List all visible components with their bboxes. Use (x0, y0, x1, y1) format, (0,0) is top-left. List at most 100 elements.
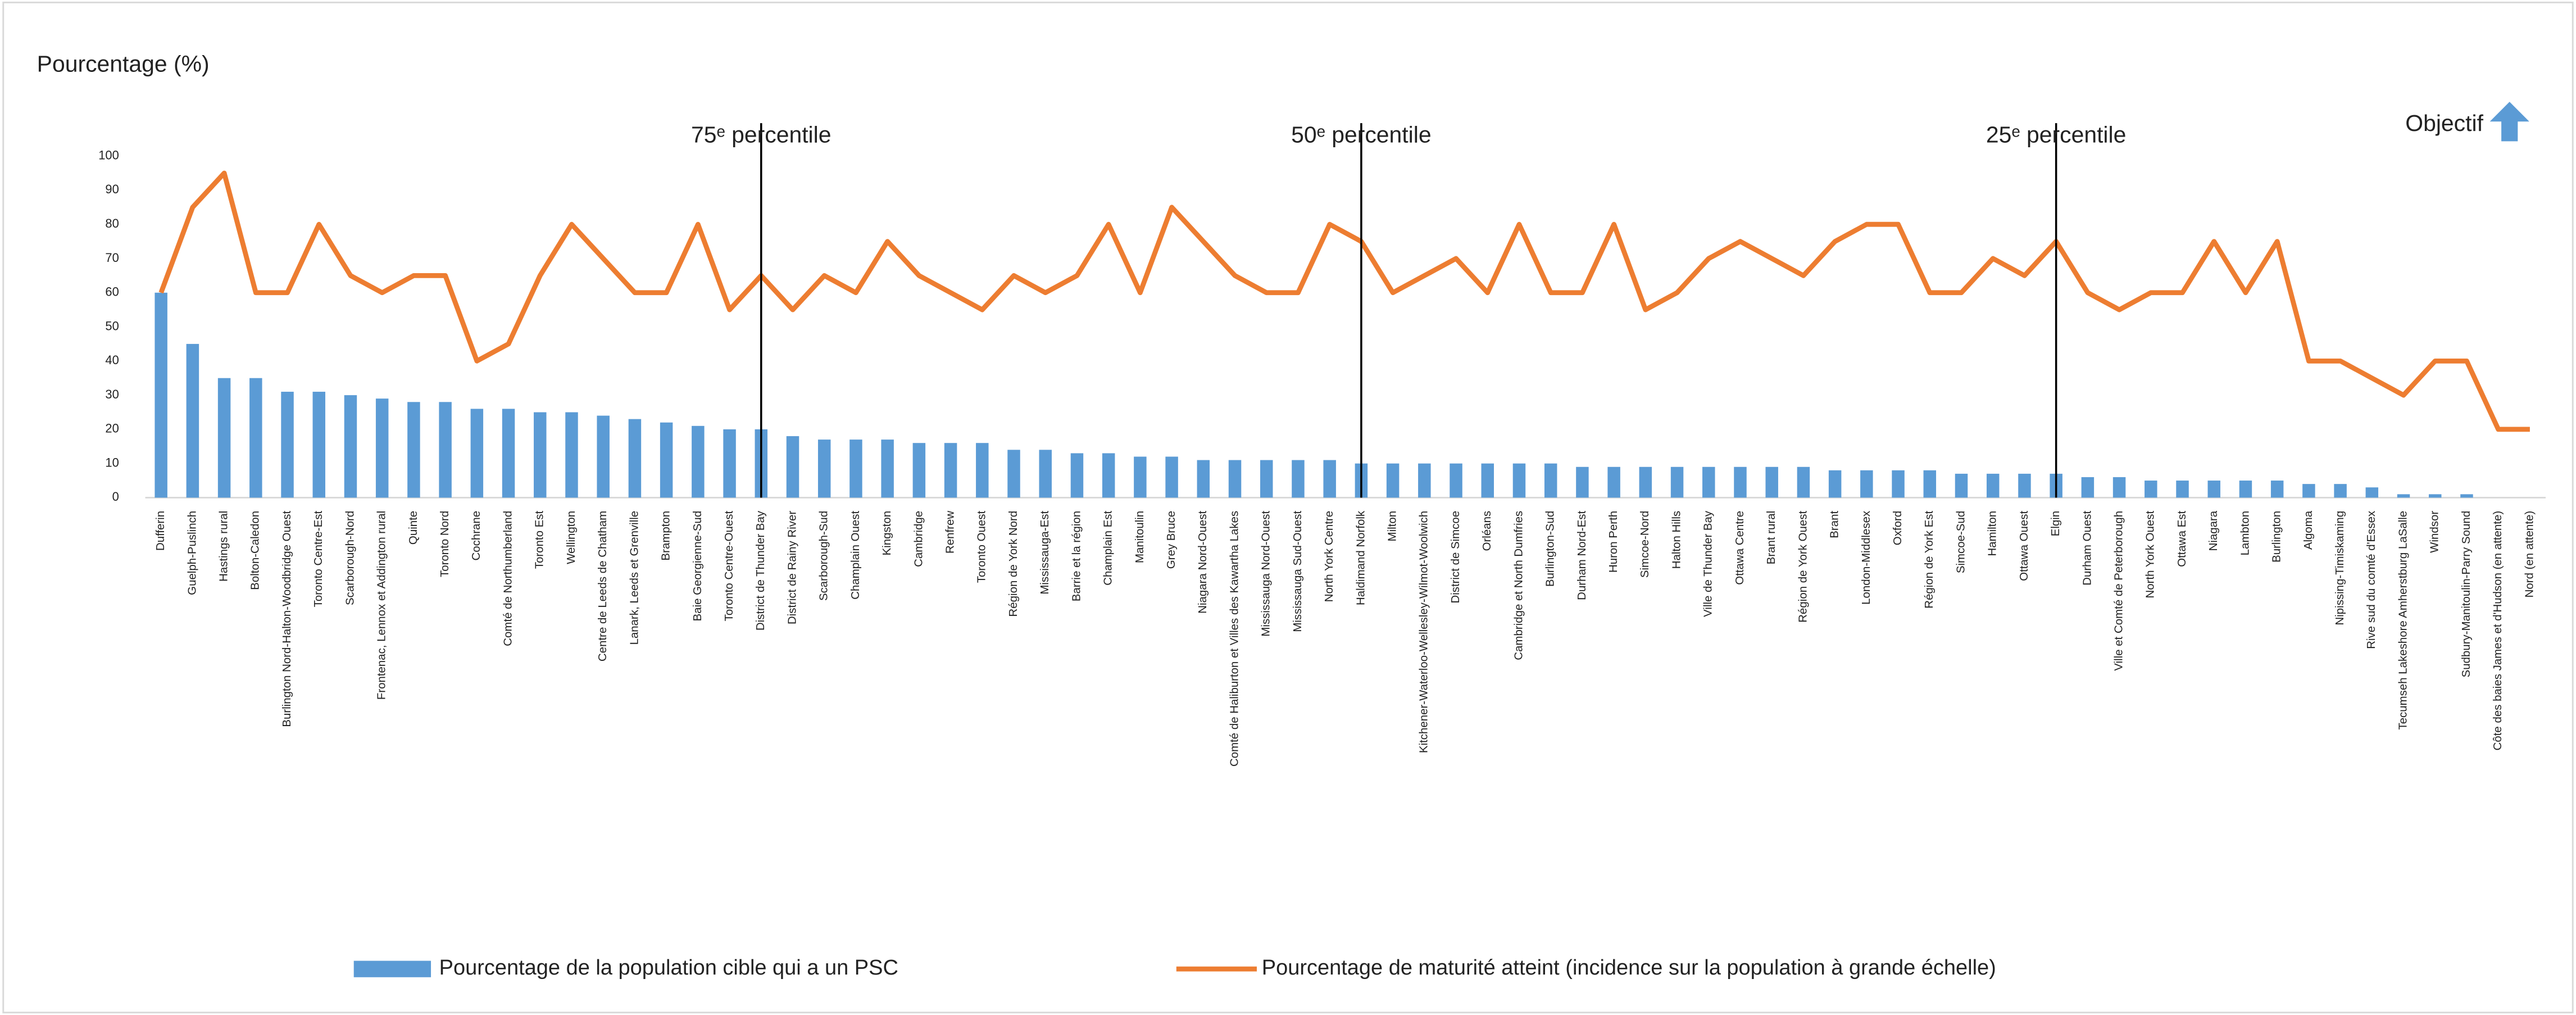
x-tick-label: Burlington (2270, 511, 2283, 563)
x-tick-label: Halton Hills (1670, 511, 1683, 569)
bar (1607, 466, 1620, 498)
bar (2207, 481, 2220, 498)
x-tick-label: Scarborough-Sud (817, 511, 830, 601)
bar (1481, 463, 1494, 498)
legend-label: Pourcentage de la population cible qui a… (439, 956, 898, 980)
y-tick-label: 20 (105, 422, 119, 436)
x-tick-label: Grey Bruce (1165, 511, 1178, 569)
x-tick-label: Windsor (2428, 511, 2441, 553)
x-tick-label: District de Rainy River (785, 511, 798, 624)
bar (1639, 466, 1652, 498)
x-tick-label: Tecumseh Lakeshore Amherstburg LaSalle (2396, 511, 2409, 730)
bar (470, 409, 484, 498)
x-tick-label: Toronto Centre-Ouest (723, 511, 735, 622)
x-tick-label: Mississauga-Est (1038, 511, 1051, 595)
x-tick-label: Kitchener-Waterloo-Wellesley-Wilmot-Wool… (1418, 511, 1430, 753)
bar (597, 415, 610, 498)
bar (2145, 481, 2157, 498)
y-tick-label: 100 (98, 148, 119, 162)
x-tick-label: Manitoulin (1133, 511, 1146, 563)
x-tick-label: Hastings rural (217, 511, 230, 582)
bar (849, 439, 862, 498)
bar (1418, 463, 1431, 498)
percentile-label: 75ᵉ percentile (691, 121, 831, 147)
x-tick-label: Burlington Nord-Halton-Woodbridge Ouest (280, 511, 293, 727)
bar (2112, 477, 2126, 498)
bar (2176, 481, 2189, 498)
bar (1070, 453, 1084, 498)
bar (155, 292, 167, 498)
bar (912, 443, 926, 498)
x-tick-label: Quinte (407, 511, 420, 545)
x-tick-label: Wellington (565, 511, 578, 564)
bar (1228, 460, 1242, 498)
bar (186, 343, 199, 498)
bar (1292, 460, 1305, 498)
x-tick-label: Elgin (2049, 511, 2062, 536)
x-tick-label: Champlain Ouest (849, 511, 862, 600)
bar (976, 443, 989, 498)
objective-arrow (2489, 102, 2529, 142)
x-tick-label: Hamilton (1986, 511, 1999, 556)
x-tick-label: Simcoe-Nord (1638, 511, 1651, 578)
x-tick-label: Comté de Haliburton et Villes des Kawart… (1228, 511, 1241, 767)
bar (2081, 477, 2095, 498)
x-tick-label: Ville de Thunder Bay (1702, 510, 1715, 617)
y-tick-label: 70 (105, 251, 119, 265)
bar (2334, 484, 2347, 498)
bar (407, 402, 420, 498)
bar (2018, 473, 2031, 498)
x-tick-label: Brant (1828, 511, 1841, 538)
x-tick-label: Toronto Est (533, 511, 546, 569)
x-tick-label: Brant rural (1765, 511, 1778, 564)
x-tick-label: London-Middlesex (1860, 511, 1873, 605)
bar (1923, 470, 1937, 498)
bar (1323, 460, 1336, 498)
bar (2270, 481, 2284, 498)
x-tick-label: Mississauga Sud-Ouest (1291, 511, 1304, 632)
x-tick-label: Durham Ouest (2080, 511, 2093, 586)
bar (1797, 466, 1810, 498)
bar (660, 422, 673, 498)
x-tick-label: Nipissing-Timiskaming (2333, 511, 2346, 626)
bar (217, 378, 231, 498)
y-tick-label: 30 (105, 387, 119, 401)
y-tick-label: 60 (105, 285, 119, 299)
x-tick-label: Durham Nord-Est (1575, 511, 1588, 600)
bar (1512, 463, 1526, 498)
bar (1165, 456, 1178, 498)
x-tick-label: Guelph-Puslinch (185, 511, 198, 595)
x-tick-label: Sudbury-Manitoulin-Parry Sound (2460, 511, 2473, 677)
x-tick-label: Cambridge (912, 511, 925, 567)
x-tick-label: Mississauga Nord-Ouest (1260, 511, 1273, 637)
legend-swatch (353, 960, 431, 977)
y-tick-label: 50 (105, 319, 119, 333)
bar (2302, 484, 2315, 498)
x-tick-label: Niagara (2207, 510, 2220, 551)
bar (1197, 460, 1210, 498)
x-tick-label: Bolton-Caledon (249, 511, 262, 590)
bar (2239, 481, 2252, 498)
x-tick-label: District de Thunder Bay (754, 510, 767, 631)
bar (1039, 450, 1052, 498)
x-tick-label: Burlington-Sud (1544, 511, 1557, 587)
x-tick-label: Région de York Nord (1007, 511, 1020, 617)
x-tick-label: Rive sud du comté d'Essex (2365, 511, 2378, 649)
x-tick-label: Orléans (1480, 511, 1493, 551)
x-tick-label: Toronto Ouest (975, 511, 988, 583)
bar (1986, 473, 2000, 498)
bar (2397, 494, 2410, 498)
x-tick-label: Côte des baies James et d'Hudson (en att… (2491, 511, 2504, 751)
bar (344, 395, 357, 498)
x-tick-label: Niagara Nord-Ouest (1196, 511, 1209, 614)
bar (249, 378, 262, 498)
bar (944, 443, 957, 498)
bar (881, 439, 894, 498)
bar (1260, 460, 1273, 498)
y-tick-label: 40 (105, 353, 119, 367)
bar (1450, 463, 1462, 498)
x-tick-label: Centre de Leeds de Chatham (596, 511, 609, 661)
x-tick-label: Simcoe-Sud (1954, 511, 1967, 573)
x-tick-label: Ottawa Centre (1733, 511, 1746, 585)
